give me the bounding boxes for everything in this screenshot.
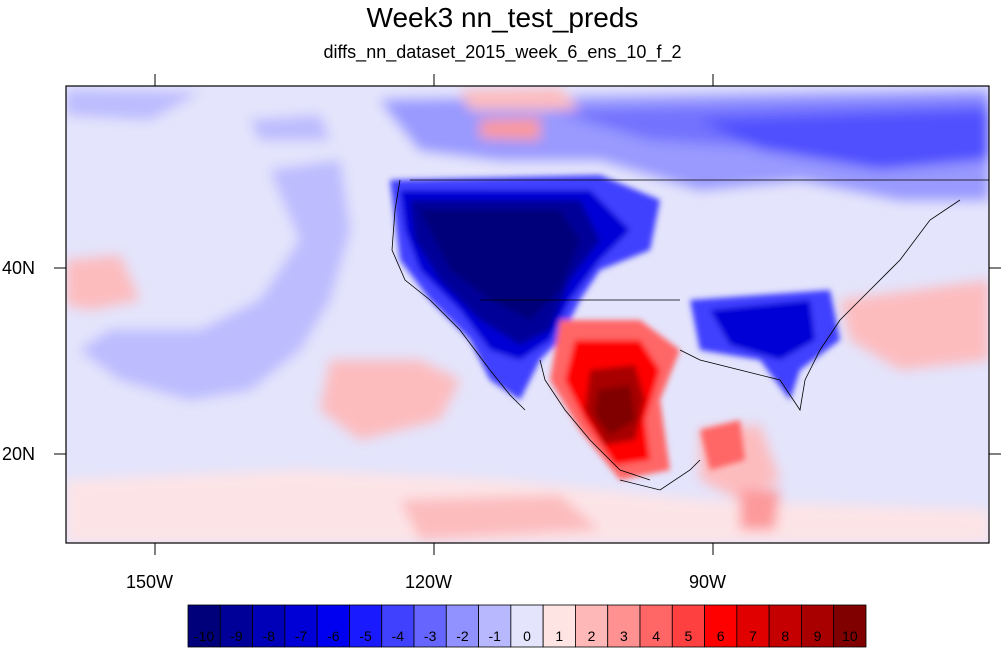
map-title: Week3 nn_test_preds xyxy=(366,2,639,33)
colorbar-swatch xyxy=(187,604,221,648)
colorbar-swatch xyxy=(349,604,383,648)
lon-label-120w: 120W xyxy=(405,572,453,592)
lat-label-40n: 40N xyxy=(2,258,36,278)
colorbar-label: -4 xyxy=(391,628,405,644)
colorbar-label: -9 xyxy=(230,628,243,644)
lat-label-20n: 20N xyxy=(2,444,36,464)
colorbar-swatch xyxy=(639,604,673,648)
colorbar-swatch xyxy=(575,604,609,648)
colorbar-swatch xyxy=(607,604,641,648)
colorbar-swatch xyxy=(316,604,350,648)
colorbar-swatch xyxy=(478,604,512,648)
map-subtitle: diffs_nn_dataset_2015_week_6_ens_10_f_2 xyxy=(323,42,682,62)
colorbar-swatch xyxy=(252,604,286,648)
colorbar-label: -2 xyxy=(456,628,469,644)
colorbar-swatch xyxy=(671,604,705,648)
colorbar-label: -3 xyxy=(423,628,437,644)
plot-frame xyxy=(65,85,990,544)
colorbar-label: 8 xyxy=(781,628,790,644)
colorbar-swatch xyxy=(381,604,415,648)
colorbar-label: 4 xyxy=(652,628,661,644)
axis-ticks xyxy=(54,74,1001,555)
colorbar-label: -6 xyxy=(327,628,340,644)
colorbar-label: 3 xyxy=(619,628,628,644)
colorbar-swatch xyxy=(833,604,867,648)
colorbar-label: 2 xyxy=(587,628,596,644)
colorbar-label: 9 xyxy=(813,628,822,644)
colorbar-swatch xyxy=(219,604,253,648)
colorbar-label: 0 xyxy=(523,628,531,644)
colorbar-label: -1 xyxy=(488,628,501,644)
lon-label-90w: 90W xyxy=(689,572,727,592)
anomaly-field xyxy=(66,86,989,543)
colorbar-label: 5 xyxy=(684,628,693,644)
colorbar-label: 7 xyxy=(749,628,757,644)
colorbar-label: -7 xyxy=(294,628,308,644)
colorbar-label: -5 xyxy=(359,628,372,644)
colorbar-swatch xyxy=(768,604,802,648)
colorbar-label: 1 xyxy=(555,628,564,644)
colorbar-label: -10 xyxy=(194,628,215,644)
colorbar-label: -8 xyxy=(262,628,275,644)
coastlines xyxy=(391,179,989,491)
colorbar-swatch xyxy=(510,604,544,648)
colorbar-swatch xyxy=(542,604,576,648)
colorbar-label: 10 xyxy=(842,628,858,644)
colorbar-swatch xyxy=(284,604,318,648)
lon-label-150w: 150W xyxy=(126,572,174,592)
colorbar-label: 6 xyxy=(716,628,725,644)
